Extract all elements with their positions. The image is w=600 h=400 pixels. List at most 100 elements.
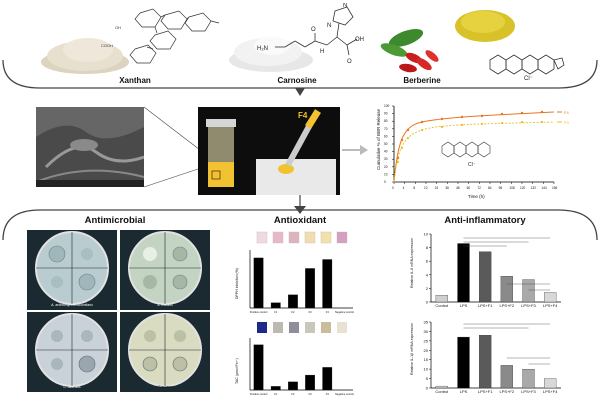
release-y-tick-label: 20 [384, 165, 388, 169]
carnosine-o2: O [311, 27, 316, 33]
y-tick-label: 0 [426, 386, 429, 391]
plate-4-label: S.aureus [157, 385, 172, 389]
bar [435, 385, 448, 389]
release-xlabel: Time (h) [468, 194, 485, 199]
category-label: F4 [326, 392, 330, 396]
vial-label: F4 [298, 111, 308, 120]
y-tick-label: 25 [424, 338, 429, 343]
release-x-tick-label: 72 [477, 186, 481, 190]
antioxidant-bottom-chart: Positive control F1 F2 F3 F4 Negative control… [235, 338, 354, 396]
bar [270, 386, 281, 391]
y-tick-label: 15 [424, 357, 429, 362]
bar [305, 268, 315, 309]
release-ylabel: Cumulative % of BBR Release [376, 108, 381, 170]
release-x-tick-label: 48 [456, 186, 460, 190]
carnosine-powder-image [226, 28, 316, 74]
bar [457, 243, 470, 303]
category-label: F1 [274, 310, 278, 314]
bar [457, 336, 470, 389]
category-label: Negative control [335, 310, 354, 314]
sem-image [36, 107, 144, 187]
y-axis-label: Relative IL-1β mRNA expression [410, 323, 414, 375]
release-y-tick-label: 10 [384, 172, 388, 176]
bar [479, 251, 492, 303]
category-label: LPS+F4 [543, 389, 558, 394]
bar [253, 257, 264, 309]
y-axis-label: Relative IL-6 mRNA expression [410, 238, 414, 288]
release-y-tick-label: 50 [384, 142, 388, 146]
category-label: LPS+F4 [543, 303, 558, 308]
y-tick-label: 5 [426, 376, 429, 381]
antioxidant-vials-bottom [257, 322, 347, 333]
bar [322, 367, 333, 391]
y-tick-label: 20 [424, 348, 429, 353]
zoom-lines [143, 106, 205, 188]
category-label: Positive control [250, 392, 268, 396]
category-label: LPS [460, 303, 468, 308]
carnosine-h2n: H₂N [257, 46, 268, 52]
release-curve-f4 [393, 111, 555, 183]
bar [522, 279, 535, 303]
category-label: LPS+F3 [521, 303, 536, 308]
release-legend-f3: F3 [564, 120, 569, 125]
y-tick-label: 6 [426, 259, 429, 264]
plate-4: S.aureus [120, 312, 210, 392]
berberine-label: Berberine [403, 76, 441, 85]
berberine-structure: Cl⁻ [489, 54, 565, 82]
il6-chart: Control LPS LPS+F1 LPS+F2 LPS+F3 LPS+F4 0 2 4 6 8 1… [410, 232, 561, 308]
release-markers-f4 [396, 110, 544, 160]
release-x-tick-label: 84 [488, 186, 492, 190]
release-x-tick-label: 8 [413, 186, 415, 190]
release-x-tick-label: 12 [424, 186, 428, 190]
release-x-tick-label: 0 [392, 186, 394, 190]
category-label: F2 [291, 310, 295, 314]
y-tick-label: 2 [426, 286, 429, 291]
bar [479, 335, 492, 389]
release-x-tick-label: 60 [467, 186, 471, 190]
carnosine-oh: OH [355, 37, 364, 43]
berberine-powder-image [450, 4, 520, 44]
plate-3: C. albicans [27, 312, 117, 392]
release-curve-f3 [393, 121, 555, 183]
y-tick-label: 8 [426, 245, 429, 250]
release-x-tick-label: 144 [541, 186, 547, 190]
bar [305, 374, 315, 391]
release-y-tick-label: 70 [384, 127, 388, 131]
release-x-tick-label: 96 [499, 186, 503, 190]
carnosine-structure: N N H OH O O H₂N [257, 3, 364, 65]
plate-3-label: C. albicans [63, 385, 81, 389]
category-label: F1 [274, 392, 278, 396]
carnosine-o: O [347, 59, 352, 65]
berberine-fruit-image [378, 28, 458, 78]
category-label: F3 [309, 310, 313, 314]
release-y-tick-label: 80 [384, 119, 388, 123]
y-tick-label: 0 [426, 300, 429, 305]
release-y-tick-label: 60 [384, 134, 388, 138]
section-anti-inflammatory: Anti-inflammatory [444, 215, 526, 226]
release-markers-f3 [396, 120, 544, 164]
section-antioxidant: Antioxidant [273, 215, 327, 226]
plate-1: A. actinomycetemcomitans [27, 230, 117, 310]
release-x-tick-label: 156 [552, 186, 558, 190]
release-chart: 0 4 8 12 24 36 48 60 72 84 96 108 120 132 144 156010203… [372, 98, 572, 208]
bar [270, 302, 281, 309]
bar [253, 344, 264, 391]
antioxidant-vials-top [256, 231, 348, 244]
category-label: Negative control [335, 392, 354, 396]
bar [288, 294, 298, 309]
category-label: Control [435, 303, 448, 308]
y-tick-label: 35 [424, 320, 429, 325]
release-x-tick-label: 120 [520, 186, 526, 190]
release-inset-structure [441, 141, 491, 158]
release-y-tick-label: 40 [384, 150, 388, 154]
xanthan-label: Xanthan [119, 76, 151, 85]
release-y-tick-label: 30 [384, 157, 388, 161]
carnosine-amide-nh: H [320, 49, 324, 55]
antioxidant-top-chart: Positive control F1 F2 F3 F4 Negative control… [235, 250, 354, 314]
bar [322, 259, 333, 309]
category-label: LPS+F3 [521, 389, 536, 394]
plate-2: S. mutans [120, 230, 210, 310]
category-label: LPS+F2 [500, 303, 515, 308]
bar [435, 295, 448, 303]
